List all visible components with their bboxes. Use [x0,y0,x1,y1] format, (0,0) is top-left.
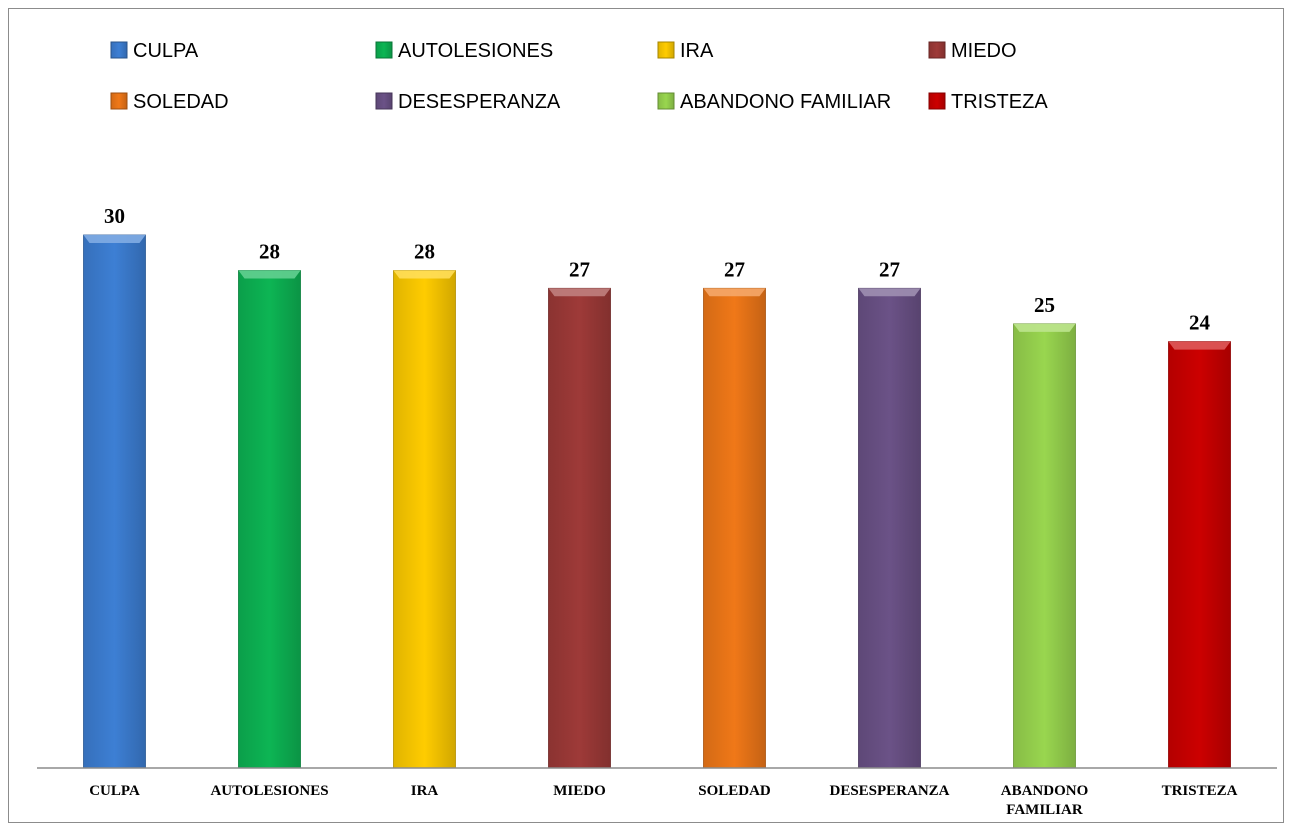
legend-item-autolesiones: AUTOLESIONES [375,40,553,62]
bar-bevel [703,288,766,297]
legend-swatch [110,41,128,59]
bar-bevel [1168,341,1231,350]
data-label-desesperanza: 27 [879,257,900,281]
x-tick-label-culpa: CULPA [89,783,140,799]
bar-autolesiones [238,270,301,769]
legend-swatch [657,92,675,110]
bar-miedo [548,287,611,769]
legend-swatch [375,41,393,59]
legend-item-culpa: CULPA [110,40,199,62]
legend-item-abandono-familiar: ABANDONO FAMILIAR [657,91,891,113]
legend-item-tristeza: TRISTEZA [928,91,1048,113]
x-tick-label-miedo: MIEDO [553,783,606,799]
legend-swatch [375,92,393,110]
bar-bevel [1013,323,1076,332]
data-label-abandono-familiar: 25 [1034,293,1055,317]
x-tick-label-desesperanza: DESESPERANZA [829,783,949,799]
chart-frame: CULPA AUTOLESIONES IRA MIEDO SOLEDAD DESESPER… [8,8,1284,823]
legend-label: TRISTEZA [951,91,1048,113]
x-tick-label-soledad: SOLEDAD [698,783,771,799]
bar-abandono-familiar [1013,323,1076,769]
bar-culpa [83,234,146,769]
x-tick-label-autolesiones: AUTOLESIONES [210,783,328,799]
x-tick-label-abandono-familiar: ABANDONO FAMILIAR [1001,783,1089,818]
legend-label: MIEDO [951,40,1017,62]
legend-label: CULPA [133,40,199,62]
category-labels: 30 CULPA 28 AUTOLESIONES 28 IRA 27 MIEDO 27 SOLED… [89,204,1237,818]
bar-desesperanza [858,287,921,769]
legend-item-ira: IRA [657,40,714,62]
bars [83,234,1231,769]
legend-label: AUTOLESIONES [398,40,553,62]
data-label-autolesiones: 28 [259,240,280,264]
bar-bevel [548,288,611,297]
data-label-miedo: 27 [569,257,590,281]
legend-item-soledad: SOLEDAD [110,91,229,113]
legend-swatch [110,92,128,110]
legend-swatch [928,41,946,59]
legend-label: SOLEDAD [133,91,229,113]
bar-tristeza [1168,341,1231,769]
legend-label: DESESPERANZA [398,91,561,113]
data-label-tristeza: 24 [1189,311,1211,335]
bar-bevel [238,270,301,279]
data-label-ira: 28 [414,240,435,264]
legend-swatch [928,92,946,110]
data-label-culpa: 30 [104,204,125,228]
legend-item-miedo: MIEDO [928,40,1017,62]
data-label-soledad: 27 [724,257,745,281]
bar-bevel [83,235,146,243]
bar-soledad [703,287,766,769]
legend-swatch [657,41,675,59]
legend-item-desesperanza: DESESPERANZA [375,91,561,113]
chart-legend: CULPA AUTOLESIONES IRA MIEDO SOLEDAD DESESPER… [110,40,1048,113]
bar-bevel [393,270,456,279]
legend-label: ABANDONO FAMILIAR [680,91,891,113]
bar-bevel [858,288,921,297]
x-tick-label-ira: IRA [411,783,439,799]
x-tick-label-tristeza: TRISTEZA [1162,783,1238,799]
bar-chart: CULPA AUTOLESIONES IRA MIEDO SOLEDAD DESESPER… [37,40,1277,818]
bar-ira [393,270,456,769]
legend-label: IRA [680,40,714,62]
